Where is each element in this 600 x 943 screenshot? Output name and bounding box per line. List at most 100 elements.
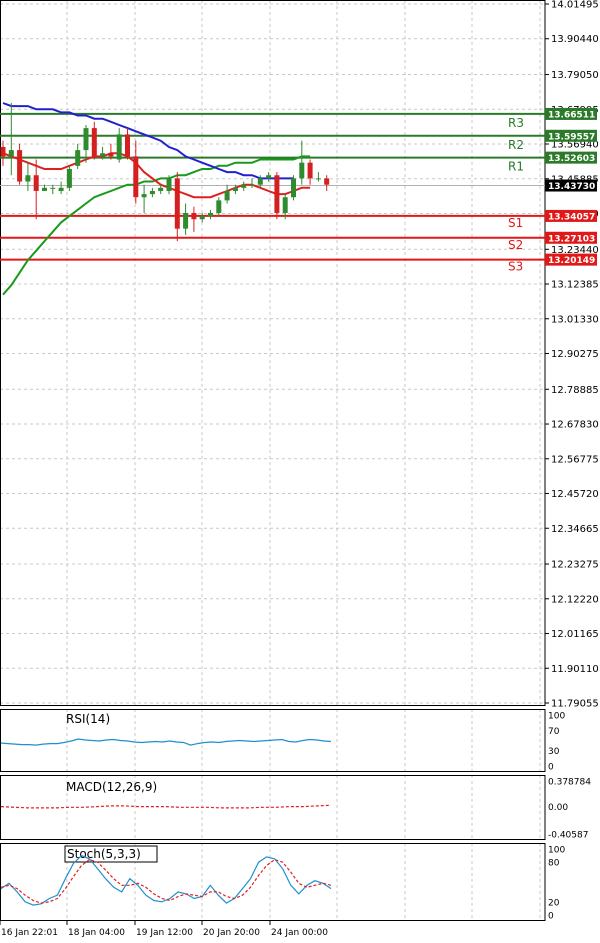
rsi-line <box>0 738 332 746</box>
candle-bull <box>232 187 238 191</box>
time-axis: 16 Jan 22:01 18 Jan 04:00 19 Jan 12:00 20 J… <box>0 921 328 938</box>
level-tag-value: 13.59557 <box>548 132 595 142</box>
candle-bull <box>266 175 272 179</box>
level-name-r3: R3 <box>508 116 524 130</box>
candle-bull <box>183 212 189 229</box>
candle-bear <box>174 178 180 229</box>
price-tick-label: 13.56940 <box>551 140 599 151</box>
time-tick-label: 19 Jan 12:00 <box>136 928 193 938</box>
candle-bull <box>149 190 155 195</box>
stoch-tick-label: 20 <box>548 898 560 908</box>
macd-signal-line <box>0 804 332 809</box>
level-name-r1: R1 <box>508 160 524 174</box>
grid-lines <box>0 0 545 921</box>
candle-bear <box>91 128 97 157</box>
candle-bear <box>307 162 313 179</box>
panel-frame <box>0 843 546 921</box>
candle-bull <box>83 128 89 151</box>
candle-bull <box>8 150 14 157</box>
ma-green-line <box>2 155 311 296</box>
candle-bull <box>257 178 263 185</box>
level-tag-r3 <box>545 107 597 120</box>
time-tick-label: 16 Jan 22:01 <box>1 928 58 938</box>
candle-bull <box>166 178 172 191</box>
candle-bull <box>66 168 72 188</box>
price-tick-label: 13.90440 <box>551 34 599 45</box>
ma-red-line <box>2 152 311 199</box>
price-tick-label: 12.12220 <box>551 594 599 605</box>
stoch-signal-line <box>0 858 332 904</box>
price-tick-label: 12.23275 <box>551 560 599 571</box>
price-tick-label: 13.79050 <box>551 70 599 81</box>
candle-bull <box>100 153 106 157</box>
candle-bull <box>282 197 288 213</box>
price-tick-label: 12.01165 <box>551 629 599 640</box>
moving-averages <box>2 102 311 296</box>
panel-frame <box>0 775 546 840</box>
price-tick-label: 13.23440 <box>551 245 599 256</box>
rsi-tick-label: 70 <box>548 727 560 737</box>
level-tag-value: 13.52603 <box>548 154 595 164</box>
level-tag-value: 13.20149 <box>548 256 595 266</box>
candles <box>0 102 330 242</box>
current-price-tag <box>545 179 597 192</box>
level-name-r2: R2 <box>508 138 524 152</box>
stoch-tick-label: 100 <box>548 846 565 856</box>
price-tick-label: 14.01495 <box>551 0 599 11</box>
level-tag-value: 13.27103 <box>548 234 595 244</box>
candle-bear <box>0 146 6 157</box>
candle-bull <box>315 178 321 180</box>
candle-bull <box>42 187 47 191</box>
level-tag-value: 13.66511 <box>548 110 595 120</box>
price-tick-label: 11.79055 <box>551 699 599 710</box>
price-tick-label: 12.67830 <box>551 420 599 431</box>
level-tags: 13.66511 13.59557 13.52603 13.34057 13.27103… <box>545 107 597 266</box>
candle-bull <box>50 187 56 189</box>
macd-tick-label: -0.40587 <box>548 831 588 841</box>
macd-tick-label: 0.378784 <box>548 778 591 788</box>
price-tick-label: 12.90275 <box>551 349 599 360</box>
level-tag-r2 <box>545 129 597 142</box>
candle-bear <box>324 178 330 185</box>
candle-bear <box>108 153 114 157</box>
price-tick-label: 12.34665 <box>551 524 599 535</box>
candle-bull <box>216 200 222 213</box>
stoch-main-line <box>0 854 332 906</box>
time-tick-label: 18 Jan 04:00 <box>68 928 125 938</box>
time-tick-label: 20 Jan 20:00 <box>203 928 260 938</box>
price-tick-label: 12.56775 <box>551 454 599 465</box>
stoch-tick-label: 80 <box>548 859 560 869</box>
candle-bear <box>33 175 39 191</box>
level-tag-value: 13.34057 <box>548 212 595 222</box>
level-tag-s3 <box>545 253 597 266</box>
current-price-label: 13.43730 <box>548 182 595 192</box>
price-tick-label: 12.45720 <box>551 489 599 500</box>
macd-tick-label: 0.00 <box>548 803 568 813</box>
candle-bear <box>17 150 23 182</box>
price-tick-label: 12.78885 <box>551 385 599 396</box>
stoch-tick-label: 0 <box>548 912 554 922</box>
candle-bull <box>291 178 296 198</box>
price-tick-label: 11.90110 <box>551 664 599 675</box>
candle-bull <box>25 175 31 182</box>
candle-bear <box>125 134 130 157</box>
level-tag-s2 <box>545 231 597 244</box>
level-tag-s1 <box>545 209 597 222</box>
price-tick-label: 13.01330 <box>551 314 599 325</box>
candle-bull <box>199 216 205 220</box>
price-tick-label: 13.12385 <box>551 280 599 291</box>
candle-bull <box>158 187 164 191</box>
candle-bear <box>274 175 280 213</box>
macd-panel: MACD(12,26,9) 0.378784 0.00 -0.40587 <box>0 778 591 841</box>
rsi-tick-label: 0 <box>548 763 554 773</box>
rsi-title: RSI(14) <box>66 712 110 726</box>
ma-blue-line <box>2 102 294 180</box>
candle-bull <box>208 212 213 217</box>
macd-title: MACD(12,26,9) <box>66 780 157 794</box>
rsi-tick-label: 30 <box>548 747 560 757</box>
time-tick-label: 24 Jan 00:00 <box>271 928 328 938</box>
candle-bull <box>224 190 230 201</box>
candle-bear <box>133 156 139 198</box>
price-axis: 14.0149513.9044013.7905013.6799513.56940… <box>545 0 599 710</box>
